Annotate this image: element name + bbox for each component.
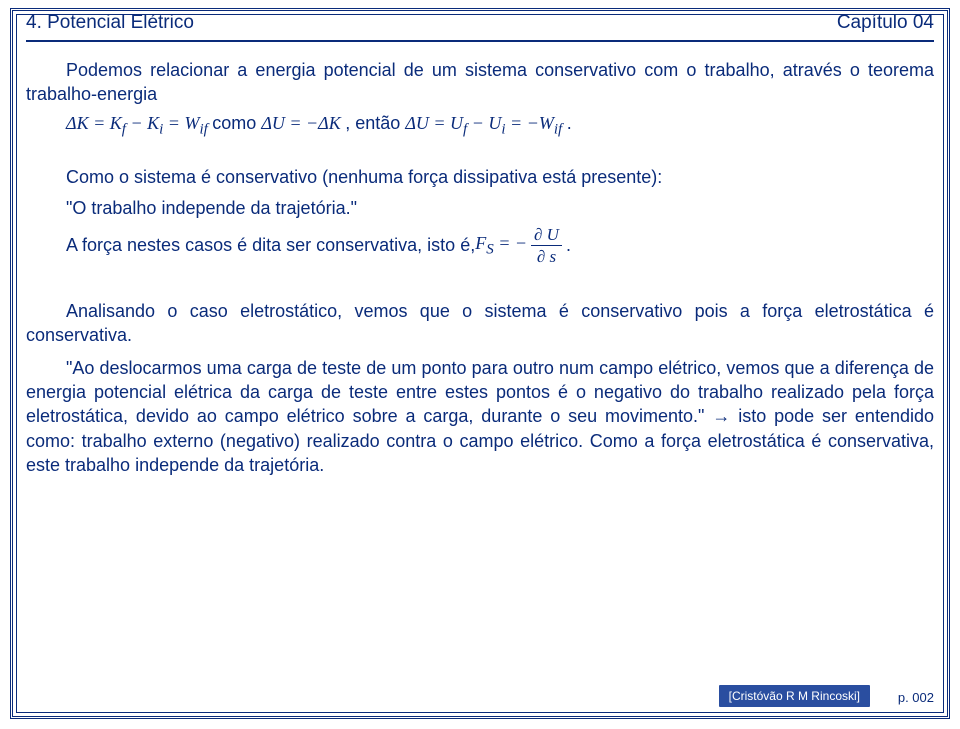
q1-text: "O trabalho independe da trajetória." bbox=[66, 198, 357, 218]
quote-1: "O trabalho independe da trajetória." bbox=[66, 196, 934, 220]
equation-line-1: ΔK = Kf − Ki = Wif como ΔU = −ΔK , então… bbox=[66, 111, 934, 140]
eq-como: como bbox=[212, 113, 261, 133]
paragraph-4: "Ao deslocarmos uma carga de teste de um… bbox=[26, 356, 934, 477]
eq-Fs-num: ∂ U bbox=[531, 226, 562, 246]
page-number: p. 002 bbox=[898, 690, 934, 705]
p4-text: "Ao deslocarmos uma carga de teste de um… bbox=[26, 358, 934, 475]
footer-credit-box: [Cristóvão R M Rincoski] bbox=[719, 685, 870, 707]
footer-page-number: p. 002 bbox=[898, 690, 934, 705]
eq-period: . bbox=[567, 113, 572, 133]
eq-Fs-den: ∂ s bbox=[534, 246, 559, 265]
eq-Fs-fraction: ∂ U ∂ s bbox=[531, 226, 562, 265]
quote-2: A força nestes casos é dita ser conserva… bbox=[66, 226, 934, 265]
eq-dU-negK: ΔU = −ΔK bbox=[261, 113, 340, 133]
paragraph-1: Podemos relacionar a energia potencial d… bbox=[26, 58, 934, 107]
eq-entao: , então bbox=[345, 113, 405, 133]
q2-post: . bbox=[566, 233, 571, 257]
p3-text: Analisando o caso eletrostático, vemos q… bbox=[26, 301, 934, 345]
header-rule bbox=[26, 40, 934, 42]
paragraph-2: Como o sistema é conservativo (nenhuma f… bbox=[26, 165, 934, 189]
footer-credit: [Cristóvão R M Rincoski] bbox=[729, 689, 860, 703]
q2-pre: A força nestes casos é dita ser conserva… bbox=[66, 233, 475, 257]
eq-Fs-lhs: FS = − bbox=[475, 231, 527, 260]
page-header: 4. Potencial Elétrico Capítulo 04 bbox=[26, 12, 934, 34]
eq-dK: ΔK = Kf − Ki = Wif bbox=[66, 113, 208, 133]
paragraph-3: Analisando o caso eletrostático, vemos q… bbox=[26, 299, 934, 348]
p2-text: Como o sistema é conservativo (nenhuma f… bbox=[66, 167, 662, 187]
page-content: Podemos relacionar a energia potencial d… bbox=[26, 58, 934, 477]
p1-text: Podemos relacionar a energia potencial d… bbox=[26, 60, 934, 104]
eq-dU-full: ΔU = Uf − Ui = −Wif bbox=[405, 113, 562, 133]
header-left: 4. Potencial Elétrico bbox=[26, 12, 194, 34]
header-right: Capítulo 04 bbox=[837, 12, 934, 34]
